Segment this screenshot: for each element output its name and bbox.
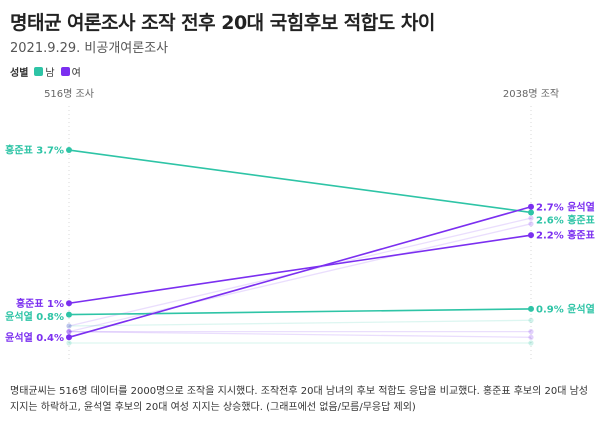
chart-subtitle: 2021.9.29. 비공개여론조사	[10, 41, 169, 56]
legend-swatch-male	[34, 67, 44, 76]
legend-swatch-female	[60, 67, 70, 76]
series-0-line	[68, 149, 532, 214]
data-label-after-2: 2.7% 윤석열	[536, 200, 595, 213]
series-4-dot-after	[528, 221, 534, 227]
data-label-before-0: 홍준표 3.7%	[5, 144, 64, 157]
data-label-after-3: 2.2% 홍준표	[536, 229, 595, 242]
data-label-after-1: 0.9% 윤석열	[536, 302, 595, 315]
series-8-dot-before	[66, 340, 72, 346]
series-3-line	[68, 234, 532, 305]
series-1-dot-after	[528, 305, 534, 312]
series-7-dot-after	[528, 317, 534, 323]
data-label-before-1: 윤석열 0.8%	[5, 310, 64, 323]
series-2-dot-before	[66, 334, 72, 341]
series-5-dot-after	[528, 329, 534, 335]
column-header-1: 2038명 조작	[503, 88, 559, 100]
legend-item-female[interactable]: 여	[60, 64, 81, 79]
series-3-dot-after	[528, 232, 534, 239]
series-5-dot-before	[66, 329, 72, 335]
series-4-dot-before	[66, 329, 72, 335]
column-header-0: 516명 조사	[44, 88, 94, 100]
series-1-line	[68, 308, 532, 316]
legend-item-male[interactable]: 남	[34, 64, 55, 79]
legend-label-female: 여	[71, 68, 81, 79]
series-2-dot-after	[528, 203, 534, 210]
legend: 성별 남 여	[10, 64, 87, 79]
series-9-dot-after	[528, 215, 534, 221]
series-8-dot-after	[528, 340, 534, 346]
legend-title: 성별	[10, 68, 29, 79]
series-0-dot-after	[528, 209, 534, 216]
series-6-dot-before	[66, 329, 72, 335]
footnote: 명태균씨는 516명 데이터를 2000명으로 조작을 지시했다. 조작전후 2…	[10, 386, 589, 413]
data-label-before-3: 홍준표 1%	[16, 297, 64, 310]
series-3-dot-before	[66, 300, 72, 307]
series-9-dot-before	[66, 323, 72, 329]
series-0-dot-before	[66, 147, 72, 154]
series-7-dot-before	[66, 323, 72, 329]
slope-chart: 516명 조사 2038명 조작 홍준표 3.7% 홍준표 1%윤석열 0.8% 윤석…	[5, 88, 595, 362]
series-2-line	[68, 206, 532, 339]
series-7-line	[68, 319, 532, 327]
series-6-line	[68, 330, 532, 338]
chart-title: 명태균 여론조사 조작 전후 20대 국힘후보 적합도 차이	[10, 12, 435, 34]
data-label-before-2: 윤석열 0.4%	[5, 331, 64, 344]
series-1-dot-before	[66, 311, 72, 318]
data-label-after-0: 2.6% 홍준표	[536, 213, 595, 226]
series-4-line	[68, 223, 532, 333]
series-6-dot-after	[528, 334, 534, 340]
legend-label-male: 남	[45, 68, 55, 79]
